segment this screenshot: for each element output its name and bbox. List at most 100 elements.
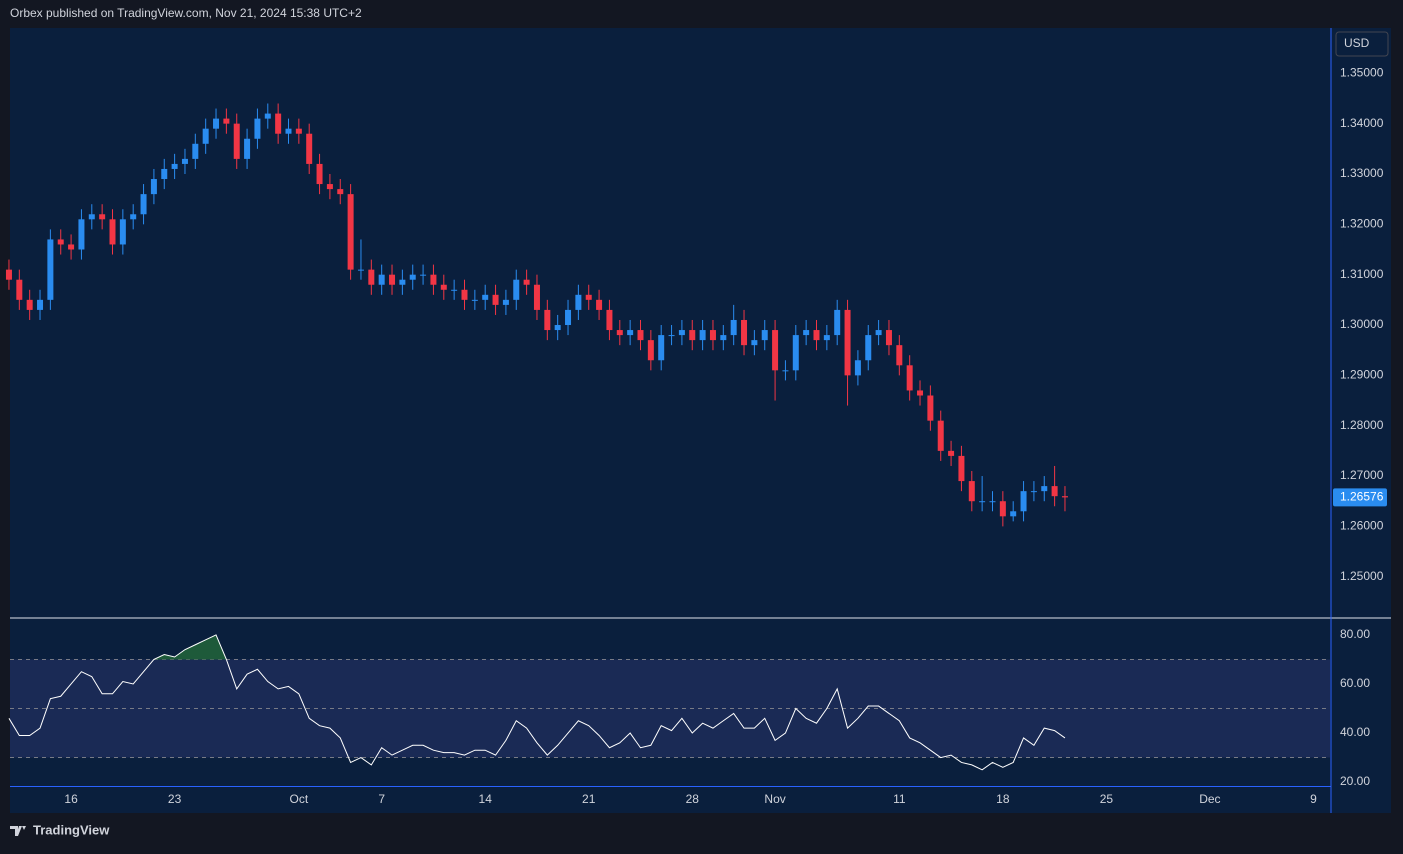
- candle-body: [885, 330, 892, 346]
- footer-brand: TradingView: [33, 822, 110, 837]
- candle-body: [1020, 491, 1027, 512]
- candle-body: [275, 113, 282, 134]
- candle-body: [78, 219, 85, 250]
- time-tick-label: Dec: [1199, 792, 1220, 806]
- time-tick-label: 14: [479, 792, 493, 806]
- candle-body: [1010, 511, 1017, 517]
- candle-body: [761, 330, 768, 341]
- candle-body: [772, 330, 779, 371]
- candle-body: [161, 168, 168, 180]
- candle-body: [1051, 486, 1058, 497]
- candle-body: [730, 319, 737, 336]
- candle-body: [720, 335, 727, 341]
- currency: USD: [1344, 36, 1370, 50]
- candle-body: [606, 309, 613, 331]
- rsi-line: [8, 634, 1066, 771]
- candle-body: [844, 309, 851, 376]
- candle-body: [958, 455, 965, 482]
- rsi-tick-label: 40.00: [1340, 725, 1370, 739]
- price-tick-label: 1.28000: [1340, 418, 1384, 432]
- candle-body: [378, 274, 385, 285]
- candle-body: [119, 219, 126, 245]
- price-tick-label: 1.29000: [1340, 368, 1384, 382]
- candle-body: [585, 294, 592, 300]
- time-tick-label: 23: [168, 792, 182, 806]
- candle-body: [1030, 491, 1037, 493]
- candle-body: [999, 501, 1006, 517]
- rsi-tick-label: 60.00: [1340, 676, 1370, 690]
- candle-body: [917, 390, 924, 396]
- candle-body: [471, 299, 478, 301]
- candle-body: [264, 113, 271, 119]
- candle-body: [627, 330, 634, 336]
- candle-body: [213, 118, 220, 129]
- candle-body: [948, 450, 955, 456]
- time-tick-label: 16: [64, 792, 78, 806]
- candle-body: [109, 219, 116, 245]
- last-price-label: 1.26576: [1340, 490, 1384, 504]
- candle-body: [699, 330, 706, 341]
- time-tick-label: 7: [378, 792, 385, 806]
- time-tick-label: 25: [1100, 792, 1114, 806]
- candle-body: [451, 289, 458, 291]
- time-tick-label: 11: [893, 792, 906, 806]
- time-tick-label: 21: [582, 792, 596, 806]
- candle-body: [409, 274, 416, 280]
- candle-body: [420, 274, 427, 276]
- candle-body: [244, 138, 251, 159]
- candle-body: [989, 501, 996, 503]
- candle-body: [389, 274, 396, 285]
- candle-body: [523, 279, 530, 285]
- currency-box[interactable]: [1335, 31, 1389, 57]
- price-tick-label: 1.27000: [1340, 468, 1384, 482]
- candle-body: [709, 330, 716, 341]
- candle-body: [295, 128, 302, 134]
- candle-body: [678, 330, 685, 336]
- candle-body: [306, 133, 313, 164]
- candle-body: [616, 330, 623, 336]
- candle-body: [741, 319, 748, 346]
- candle-body: [544, 309, 551, 331]
- rsi-band: [10, 659, 1330, 758]
- candle-body: [533, 284, 540, 310]
- candle-body: [99, 214, 106, 220]
- candle-body: [875, 330, 882, 336]
- candle-body: [316, 163, 323, 185]
- candle-body: [596, 299, 603, 310]
- candle-body: [140, 194, 147, 215]
- tv-logo: [10, 826, 26, 836]
- candle-body: [192, 143, 199, 159]
- candle-body: [482, 294, 489, 300]
- price-tick-label: 1.33000: [1340, 166, 1384, 180]
- candle-body: [430, 274, 437, 285]
- candle-body: [130, 214, 137, 220]
- candle-body: [813, 330, 820, 341]
- price-tick-label: 1.35000: [1340, 65, 1384, 79]
- candle-body: [223, 118, 230, 124]
- rsi-tick-label: 20.00: [1340, 774, 1370, 788]
- candle-body: [347, 194, 354, 270]
- candle-body: [937, 420, 944, 451]
- candle-body: [979, 501, 986, 503]
- candle-body: [47, 239, 54, 300]
- candle-body: [782, 370, 789, 372]
- price-tick-label: 1.34000: [1340, 116, 1384, 130]
- candle-body: [5, 269, 12, 280]
- candle-body: [658, 335, 665, 361]
- price-tick-label: 1.30000: [1340, 317, 1384, 331]
- time-tick-label: 28: [686, 792, 700, 806]
- candle-body: [68, 244, 75, 250]
- candle-body: [368, 269, 375, 285]
- candle-body: [637, 330, 644, 341]
- candle-body: [37, 299, 44, 310]
- candle-body: [906, 365, 913, 391]
- candle-body: [1061, 496, 1068, 498]
- price-tick-label: 1.31000: [1340, 267, 1384, 281]
- header-title: Orbex published on TradingView.com, Nov …: [10, 6, 362, 20]
- candle-body: [668, 335, 675, 337]
- candle-body: [896, 345, 903, 366]
- price-tick-label: 1.26000: [1340, 519, 1384, 533]
- candle-body: [337, 189, 344, 195]
- candle-body: [461, 289, 468, 300]
